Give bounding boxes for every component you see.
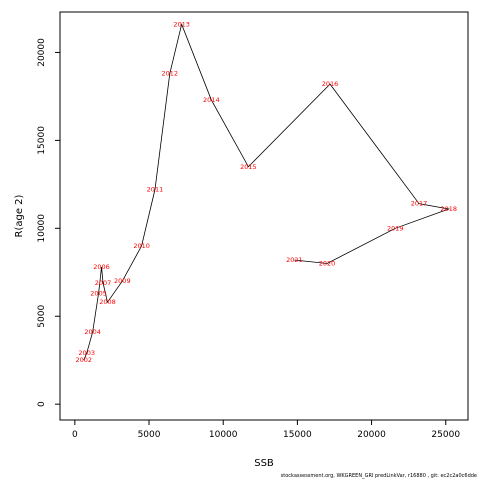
y-tick-label: 15000 (37, 126, 47, 155)
y-axis: 0 5000 10000 15000 20000 (37, 38, 60, 407)
year-label-2014: 2014 (203, 96, 220, 104)
year-label-2017: 2017 (411, 200, 428, 208)
year-label-2005: 2005 (90, 289, 107, 297)
year-label-2010: 2010 (133, 242, 150, 250)
year-label-2019: 2019 (387, 224, 404, 232)
x-tick-label: 25000 (431, 430, 460, 440)
x-tick-label: 20000 (357, 430, 386, 440)
year-label-2006: 2006 (93, 263, 110, 271)
x-axis-title: SSB (254, 458, 274, 469)
x-axis: 0 5000 10000 15000 20000 25000 (72, 420, 460, 440)
footer-credit: stockassessment.org, WKGREEN_GRI predLin… (280, 473, 477, 479)
year-label-2009: 2009 (114, 277, 131, 285)
x-tick-label: 10000 (209, 430, 238, 440)
year-label-2012: 2012 (162, 70, 179, 78)
y-tick-label: 20000 (37, 38, 47, 67)
sr-series-line (83, 22, 451, 361)
x-tick-label: 15000 (283, 430, 312, 440)
year-label-2008: 2008 (99, 298, 116, 306)
year-label-2011: 2011 (147, 186, 164, 194)
year-label-2015: 2015 (240, 163, 257, 171)
year-label-2020: 2020 (319, 259, 336, 267)
year-label-2021: 2021 (286, 256, 303, 264)
y-axis-title: R(age 2) (14, 194, 25, 237)
x-tick-label: 0 (72, 430, 78, 440)
year-label-2003: 2003 (78, 349, 95, 357)
y-tick-label: 5000 (37, 305, 47, 328)
plot-frame (59, 11, 469, 421)
y-tick-label: 0 (37, 401, 47, 407)
year-label-2013: 2013 (173, 20, 190, 28)
year-label-2016: 2016 (322, 80, 339, 88)
x-tick-label: 5000 (138, 430, 161, 440)
year-label-2004: 2004 (84, 328, 101, 336)
y-tick-label: 10000 (37, 214, 47, 243)
year-label-2018: 2018 (440, 205, 457, 213)
year-label-2002: 2002 (75, 356, 92, 364)
year-label-2007: 2007 (95, 279, 112, 287)
